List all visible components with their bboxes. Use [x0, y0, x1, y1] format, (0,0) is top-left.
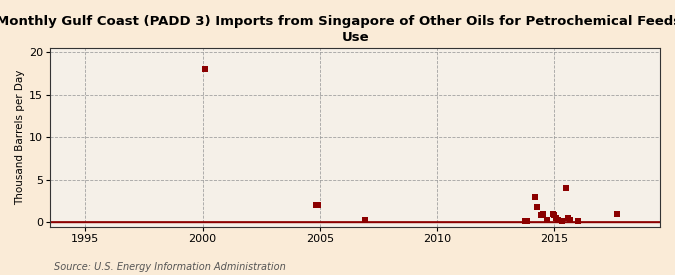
Point: [547, 211, 558, 216]
Point: [310, 203, 321, 208]
Point: [535, 213, 546, 217]
Point: [551, 216, 562, 220]
Point: [549, 213, 560, 218]
Point: [553, 218, 564, 222]
Point: [557, 218, 568, 223]
Point: [537, 211, 548, 216]
Point: [612, 211, 622, 216]
Point: [529, 195, 540, 199]
Point: [360, 218, 371, 222]
Point: [565, 218, 576, 222]
Title: Monthly Gulf Coast (PADD 3) Imports from Singapore of Other Oils for Petrochemic: Monthly Gulf Coast (PADD 3) Imports from…: [0, 15, 675, 44]
Point: [520, 218, 531, 223]
Text: Source: U.S. Energy Information Administration: Source: U.S. Energy Information Administ…: [54, 262, 286, 272]
Point: [563, 216, 574, 220]
Y-axis label: Thousand Barrels per Day: Thousand Barrels per Day: [15, 70, 25, 205]
Point: [199, 67, 210, 72]
Point: [541, 218, 552, 222]
Point: [522, 218, 533, 223]
Point: [531, 205, 542, 209]
Point: [313, 203, 323, 208]
Point: [572, 218, 583, 223]
Point: [561, 186, 572, 191]
